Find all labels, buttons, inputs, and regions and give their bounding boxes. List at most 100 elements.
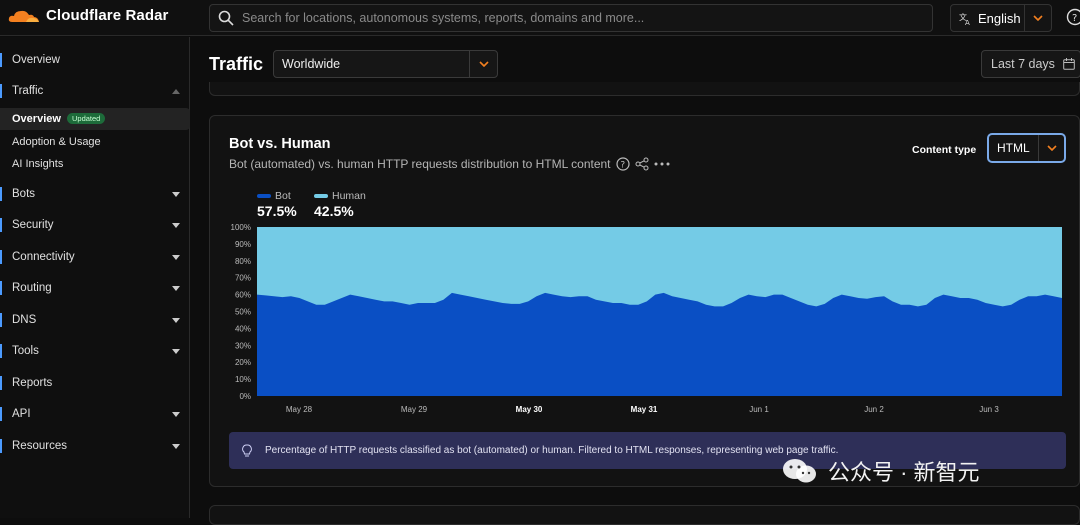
- legend-swatch: [257, 194, 271, 198]
- nav-indicator: [0, 376, 3, 390]
- content-type-select[interactable]: HTML: [987, 133, 1066, 163]
- search-box[interactable]: [209, 4, 933, 32]
- svg-text:A: A: [965, 19, 970, 25]
- nav-indicator: [0, 84, 3, 98]
- sidebar-item-label: Reports: [12, 377, 52, 389]
- nav-indicator: [0, 281, 3, 295]
- legend-bot[interactable]: Bot 57.5%: [257, 190, 297, 219]
- sidebar-item-security[interactable]: Security: [0, 214, 190, 236]
- legend-human[interactable]: Human 42.5%: [314, 190, 366, 219]
- card-description: Bot (automated) vs. human HTTP requests …: [229, 157, 670, 171]
- series-bot-area[interactable]: [257, 293, 1062, 396]
- sidebar-item-overview[interactable]: Overview: [0, 49, 190, 71]
- brand[interactable]: Cloudflare Radar: [8, 7, 168, 24]
- y-tick-label: 90%: [235, 240, 251, 249]
- chevron-down-icon: [172, 318, 180, 323]
- wechat-logo-icon: [780, 457, 820, 485]
- nav-indicator: [0, 313, 3, 327]
- sidebar-item-label: Resources: [12, 440, 67, 452]
- chevron-down-icon: [172, 255, 180, 260]
- nav-indicator: [0, 53, 3, 67]
- previous-card: [209, 82, 1080, 96]
- sidebar-item-connectivity[interactable]: Connectivity: [0, 246, 190, 268]
- date-range-value: Last 7 days: [991, 57, 1055, 71]
- nav-indicator: [0, 439, 3, 453]
- y-tick-label: 80%: [235, 257, 251, 266]
- sidebar-item-label: DNS: [12, 314, 36, 326]
- bot-vs-human-card: Bot vs. Human Bot (automated) vs. human …: [209, 115, 1080, 487]
- y-tick-label: 100%: [231, 223, 251, 232]
- app-title: Cloudflare Radar: [46, 7, 168, 24]
- search-input[interactable]: [242, 11, 922, 25]
- card-description-text: Bot (automated) vs. human HTTP requests …: [229, 157, 611, 171]
- svg-text:?: ?: [620, 161, 625, 171]
- content-type-value: HTML: [989, 141, 1038, 155]
- x-tick-label: May 28: [286, 405, 313, 414]
- sidebar-item-label: Overview: [12, 113, 61, 125]
- watermark-text: 公众号 · 新智元: [828, 455, 980, 487]
- chevron-down-icon: [172, 286, 180, 291]
- sidebar-item-label: Tools: [12, 345, 39, 357]
- x-tick-label: Jun 1: [749, 405, 769, 414]
- sidebar-item-label: AI Insights: [12, 158, 63, 170]
- lightbulb-icon: [241, 444, 253, 458]
- chevron-down-icon: [172, 192, 180, 197]
- sidebar-item-label: Bots: [12, 188, 35, 200]
- sidebar-item-label: Traffic: [12, 85, 43, 97]
- sidebar-item-tools[interactable]: Tools: [0, 340, 190, 362]
- calendar-icon: [1063, 58, 1075, 70]
- help-icon[interactable]: ?: [1066, 8, 1080, 26]
- y-tick-label: 60%: [235, 291, 251, 300]
- page-title: Traffic: [209, 54, 263, 75]
- sidebar-item-reports[interactable]: Reports: [0, 372, 190, 394]
- chevron-down-icon: [172, 349, 180, 354]
- x-tick-label: Jun 2: [864, 405, 884, 414]
- legend-human-name: Human: [332, 190, 366, 202]
- sidebar-item-dns[interactable]: DNS: [0, 309, 190, 331]
- y-tick-label: 30%: [235, 341, 251, 350]
- legend-swatch: [314, 194, 328, 198]
- x-tick-label: May 29: [401, 405, 428, 414]
- more-options-icon[interactable]: [654, 161, 670, 167]
- cloudflare-logo-icon: [8, 8, 40, 24]
- translate-icon: 文A: [959, 12, 972, 25]
- sidebar-item-label: Overview: [12, 54, 60, 66]
- location-value: Worldwide: [274, 57, 469, 71]
- sidebar-item-resources[interactable]: Resources: [0, 435, 190, 457]
- card-title: Bot vs. Human: [229, 136, 331, 152]
- sidebar-item-label: Connectivity: [12, 251, 75, 263]
- sidebar-item-adoption-usage[interactable]: Adoption & Usage: [0, 131, 190, 153]
- info-text: Percentage of HTTP requests classified a…: [265, 445, 838, 456]
- sidebar-item-bots[interactable]: Bots: [0, 183, 190, 205]
- chevron-up-icon: [172, 89, 180, 94]
- sidebar-item-label: Routing: [12, 282, 52, 294]
- nav-indicator: [0, 187, 3, 201]
- sidebar-item-routing[interactable]: Routing: [0, 277, 190, 299]
- date-range-select[interactable]: Last 7 days: [981, 50, 1080, 78]
- share-icon[interactable]: [635, 157, 649, 171]
- search-icon: [218, 10, 234, 26]
- x-tick-label: Jun 3: [979, 405, 999, 414]
- chevron-down-icon: [172, 412, 180, 417]
- watermark: 公众号 · 新智元: [780, 455, 980, 487]
- y-tick-label: 70%: [235, 274, 251, 283]
- content-type-label: Content type: [912, 144, 976, 156]
- top-bar: Cloudflare Radar 文A English ?: [0, 0, 1080, 36]
- nav-indicator: [0, 407, 3, 421]
- nav-indicator: [0, 344, 3, 358]
- sidebar-item-traffic[interactable]: Traffic: [0, 80, 190, 102]
- main-content: Traffic Worldwide Last 7 days Bot vs. Hu…: [191, 37, 1080, 518]
- next-card: [209, 505, 1080, 525]
- nav-indicator: [0, 250, 3, 264]
- location-select[interactable]: Worldwide: [273, 50, 498, 78]
- y-tick-label: 10%: [235, 375, 251, 384]
- sidebar-item-ai-insights[interactable]: AI Insights: [0, 153, 190, 175]
- y-tick-label: 0%: [239, 392, 251, 401]
- question-icon[interactable]: ?: [616, 157, 630, 171]
- y-tick-label: 50%: [235, 308, 251, 317]
- sidebar-item-api[interactable]: API: [0, 403, 190, 425]
